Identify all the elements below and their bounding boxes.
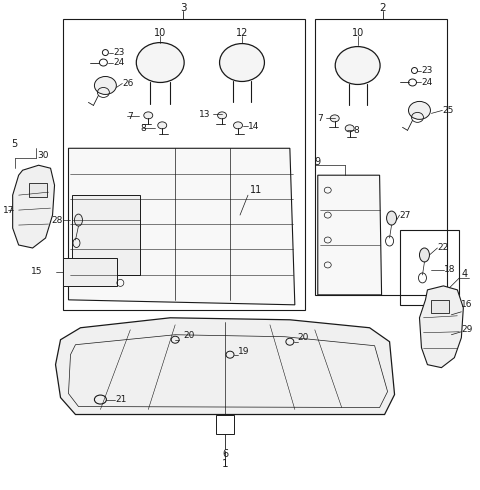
Text: 10: 10 xyxy=(351,27,364,38)
Polygon shape xyxy=(56,318,395,415)
Ellipse shape xyxy=(233,122,242,129)
Ellipse shape xyxy=(219,44,264,81)
Text: 20: 20 xyxy=(183,331,194,340)
Text: 16: 16 xyxy=(461,300,473,309)
Text: 6: 6 xyxy=(222,449,228,460)
Text: 3: 3 xyxy=(180,2,186,13)
Text: 11: 11 xyxy=(250,185,262,195)
Bar xyxy=(29,183,47,197)
Text: 15: 15 xyxy=(31,268,43,276)
Text: 18: 18 xyxy=(444,266,456,274)
Text: 5: 5 xyxy=(12,139,18,149)
Text: 28: 28 xyxy=(51,216,62,224)
Bar xyxy=(399,230,459,305)
Polygon shape xyxy=(420,286,463,368)
Ellipse shape xyxy=(136,43,184,82)
Text: 8: 8 xyxy=(141,124,146,133)
Ellipse shape xyxy=(144,112,153,119)
Ellipse shape xyxy=(158,122,167,129)
Polygon shape xyxy=(12,165,55,248)
Text: 14: 14 xyxy=(248,122,259,131)
Ellipse shape xyxy=(420,248,430,262)
Text: 19: 19 xyxy=(238,347,250,356)
Bar xyxy=(315,19,447,295)
Text: 20: 20 xyxy=(298,333,309,342)
Text: 7: 7 xyxy=(127,112,133,121)
Text: 30: 30 xyxy=(37,151,49,160)
Text: 23: 23 xyxy=(113,48,125,57)
Text: 29: 29 xyxy=(461,325,473,334)
Text: 27: 27 xyxy=(399,211,411,220)
Ellipse shape xyxy=(335,47,380,84)
Text: 7: 7 xyxy=(317,114,323,123)
Text: 2: 2 xyxy=(379,2,386,13)
Text: 26: 26 xyxy=(122,79,134,88)
Bar xyxy=(216,415,234,435)
Text: 13: 13 xyxy=(199,110,210,119)
Text: 10: 10 xyxy=(154,27,167,38)
Text: 8: 8 xyxy=(354,126,360,135)
Ellipse shape xyxy=(408,101,431,120)
Text: 9: 9 xyxy=(315,157,321,167)
Text: 17: 17 xyxy=(3,206,14,215)
Bar xyxy=(62,19,305,310)
Polygon shape xyxy=(318,175,382,295)
Text: 1: 1 xyxy=(222,459,228,469)
Ellipse shape xyxy=(330,115,339,122)
Text: 22: 22 xyxy=(437,244,449,252)
Polygon shape xyxy=(72,195,140,275)
Bar xyxy=(432,300,449,313)
Ellipse shape xyxy=(217,112,227,119)
Bar xyxy=(62,258,117,286)
Text: 4: 4 xyxy=(461,269,468,279)
Ellipse shape xyxy=(95,76,116,95)
Text: 21: 21 xyxy=(115,395,127,404)
Text: 24: 24 xyxy=(113,58,125,67)
Polygon shape xyxy=(69,148,295,305)
Ellipse shape xyxy=(74,214,83,226)
Ellipse shape xyxy=(345,125,354,132)
Ellipse shape xyxy=(386,211,396,225)
Text: 23: 23 xyxy=(421,66,433,75)
Text: 24: 24 xyxy=(421,78,433,87)
Text: 12: 12 xyxy=(236,27,248,38)
Text: 25: 25 xyxy=(443,106,454,115)
